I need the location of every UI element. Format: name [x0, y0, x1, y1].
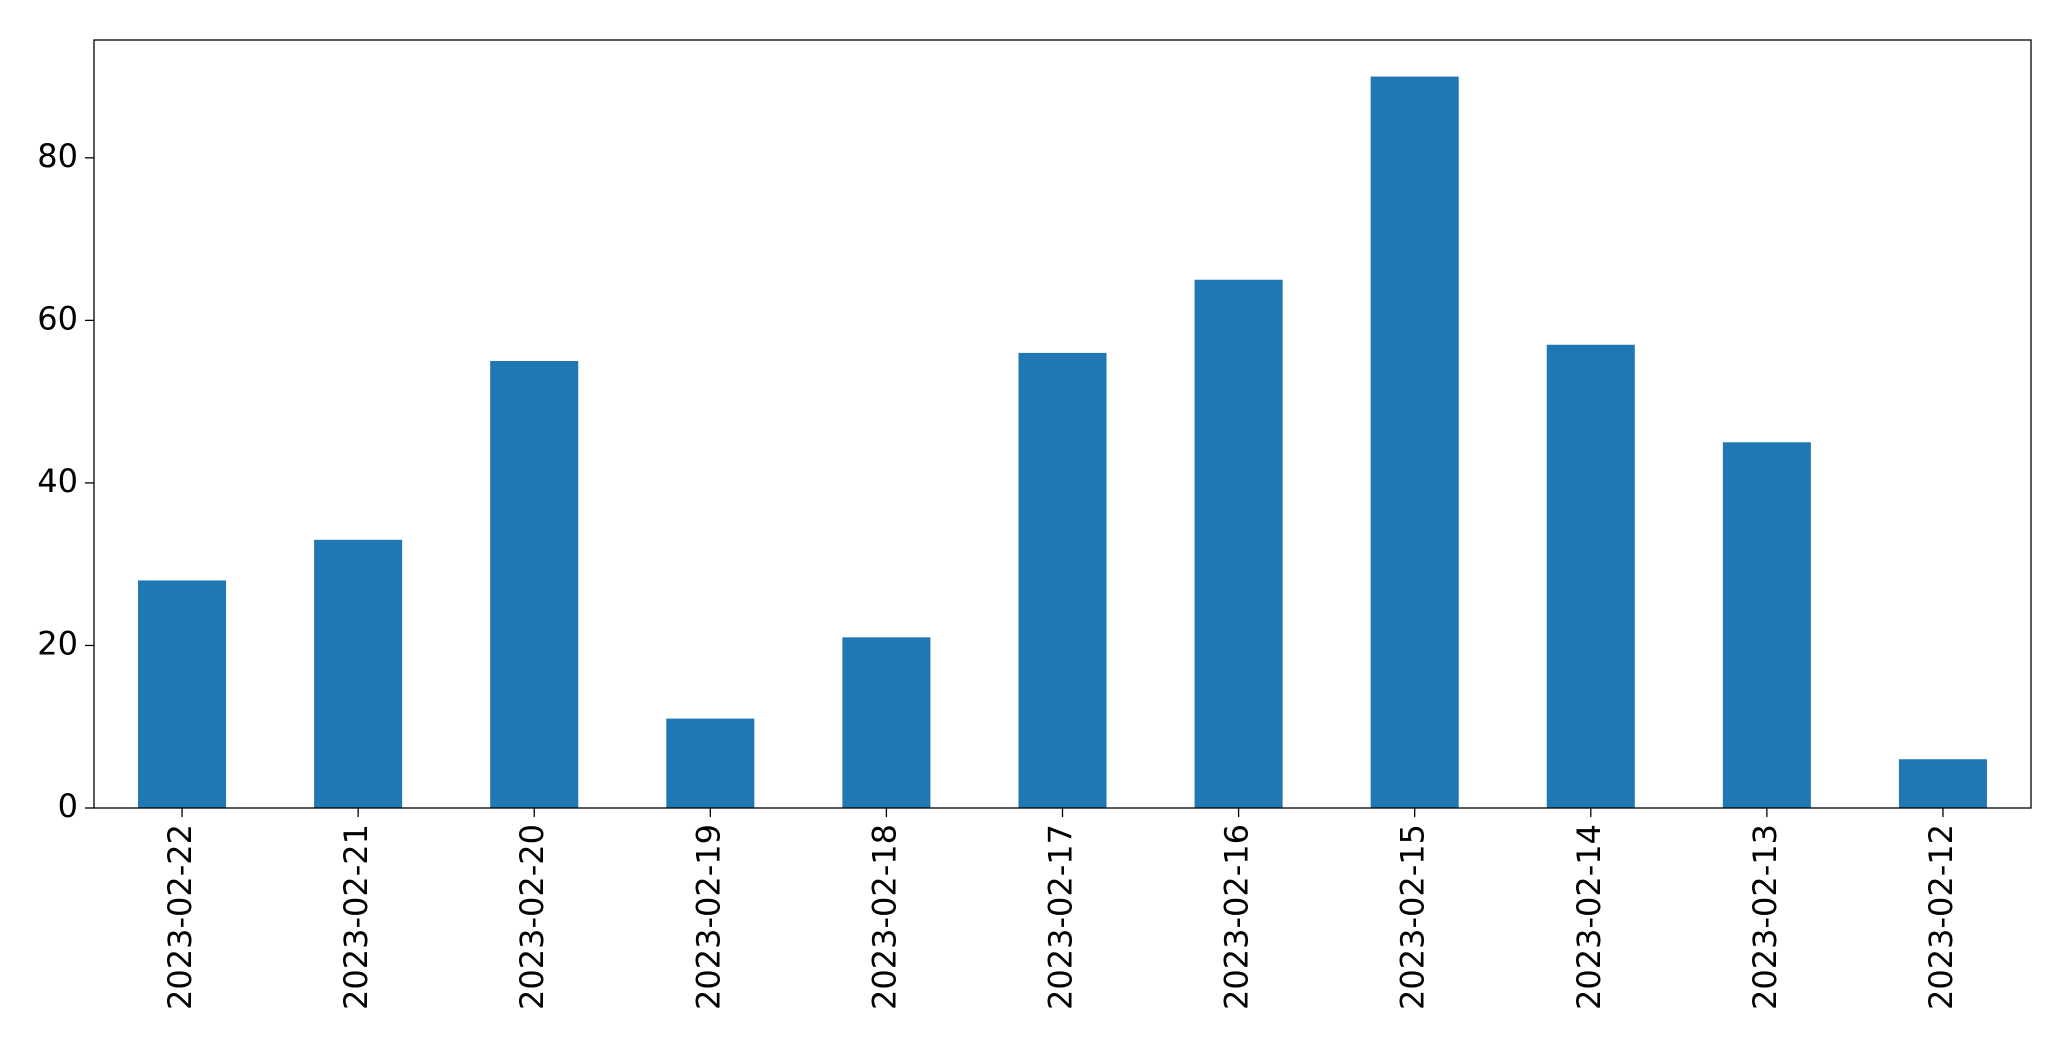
y-tick-label: 60: [37, 299, 78, 337]
x-tick-label: 2023-02-20: [513, 824, 551, 1010]
y-tick-label: 20: [37, 624, 78, 662]
bar: [1546, 344, 1635, 808]
bar: [1194, 279, 1283, 808]
plot-frame: [93, 39, 2032, 809]
x-tick-label: 2023-02-22: [161, 824, 199, 1010]
x-tick-label: 2023-02-12: [1922, 824, 1960, 1010]
y-tick-label: 80: [37, 137, 78, 175]
bar: [1722, 442, 1811, 808]
bar: [842, 637, 931, 808]
x-tick-label: 2023-02-18: [865, 824, 903, 1010]
bar: [1898, 759, 1987, 808]
x-tick-label: 2023-02-15: [1394, 824, 1432, 1010]
bar: [314, 539, 403, 808]
x-tick-label: 2023-02-14: [1570, 824, 1608, 1010]
x-tick-label: 2023-02-13: [1746, 824, 1784, 1010]
bar: [1018, 352, 1107, 808]
y-tick-label: 40: [37, 462, 78, 500]
bar: [666, 718, 755, 808]
bar: [138, 580, 227, 808]
y-tick-label: 0: [58, 787, 78, 825]
bar: [490, 361, 579, 808]
x-tick-label: 2023-02-19: [689, 824, 727, 1010]
x-tick-label: 2023-02-17: [1042, 824, 1080, 1010]
bar: [1370, 76, 1459, 809]
x-tick-label: 2023-02-16: [1218, 824, 1256, 1010]
x-tick-label: 2023-02-21: [337, 824, 375, 1010]
